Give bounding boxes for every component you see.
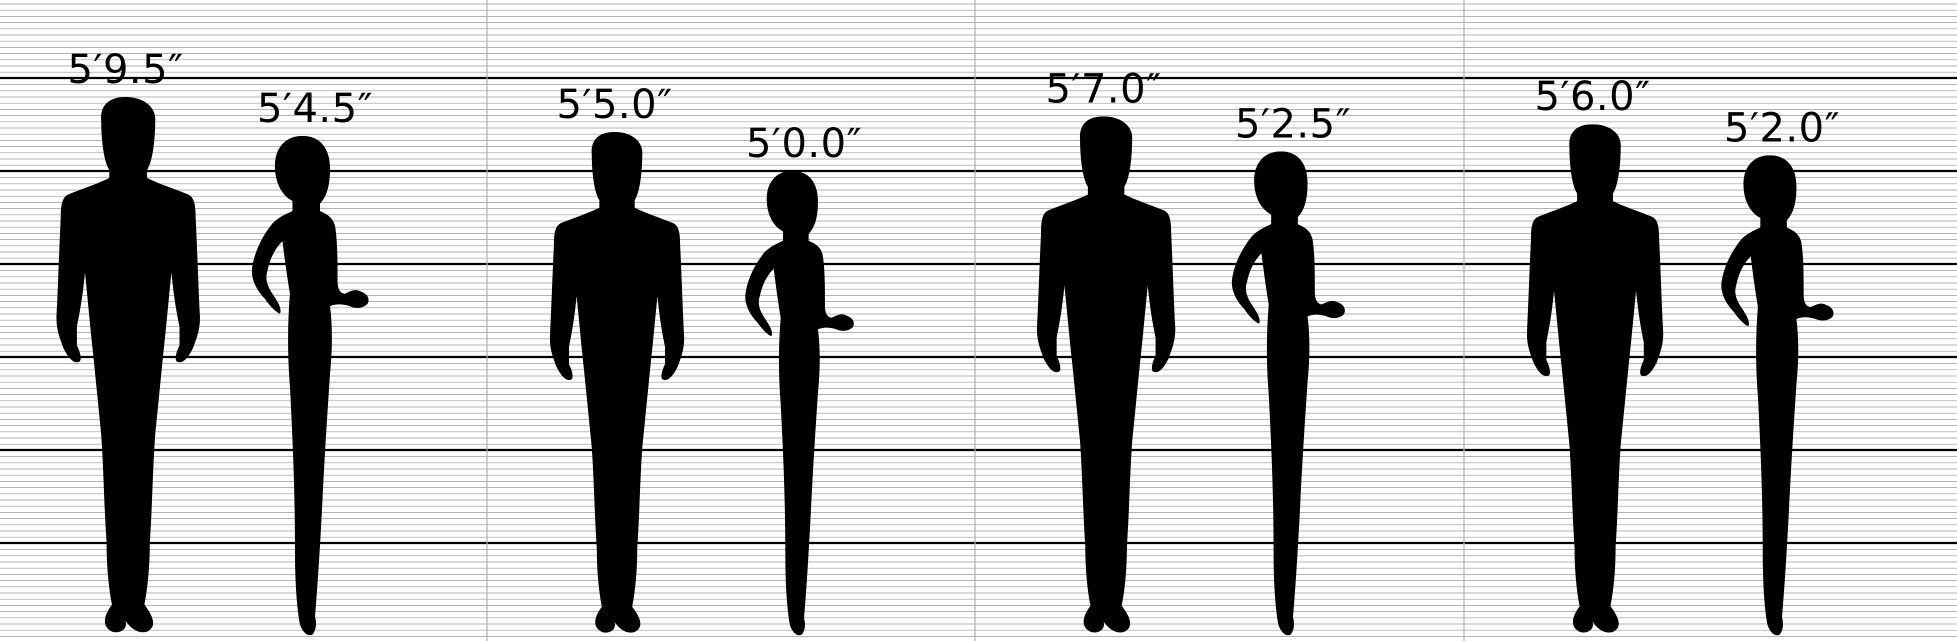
female-silhouette-icon <box>745 170 854 636</box>
female-silhouette-icon <box>251 135 369 636</box>
female-figure-1: 5′4.5″ <box>251 86 373 636</box>
female-figure-3: 5′2.5″ <box>1231 101 1351 636</box>
male-height-label: 5′5.0″ <box>556 82 672 128</box>
panel-dividers <box>486 0 1465 641</box>
male-height-label: 5′7.0″ <box>1045 66 1161 112</box>
male-silhouette-icon <box>1526 124 1664 633</box>
female-height-label: 5′2.0″ <box>1724 105 1840 151</box>
figures-layer: 5′9.5″ 5′4.5″ 5′5.0″ 5′0.0″ 5′7.0″ 5′2.5″ 5′6.… <box>56 47 1840 636</box>
male-figure-4: 5′6.0″ <box>1526 74 1664 633</box>
female-height-label: 5′4.5″ <box>257 86 373 132</box>
female-height-label: 5′0.0″ <box>746 121 862 167</box>
female-silhouette-icon <box>1231 151 1345 636</box>
male-figure-3: 5′7.0″ <box>1036 66 1176 633</box>
male-silhouette-icon <box>1036 116 1176 633</box>
female-figure-4: 5′2.0″ <box>1721 105 1840 636</box>
male-figure-1: 5′9.5″ <box>56 47 200 633</box>
female-figure-2: 5′0.0″ <box>745 121 862 636</box>
male-height-label: 5′6.0″ <box>1534 74 1650 120</box>
female-height-label: 5′2.5″ <box>1235 101 1351 147</box>
male-figure-2: 5′5.0″ <box>549 82 685 633</box>
male-height-label: 5′9.5″ <box>67 47 183 93</box>
